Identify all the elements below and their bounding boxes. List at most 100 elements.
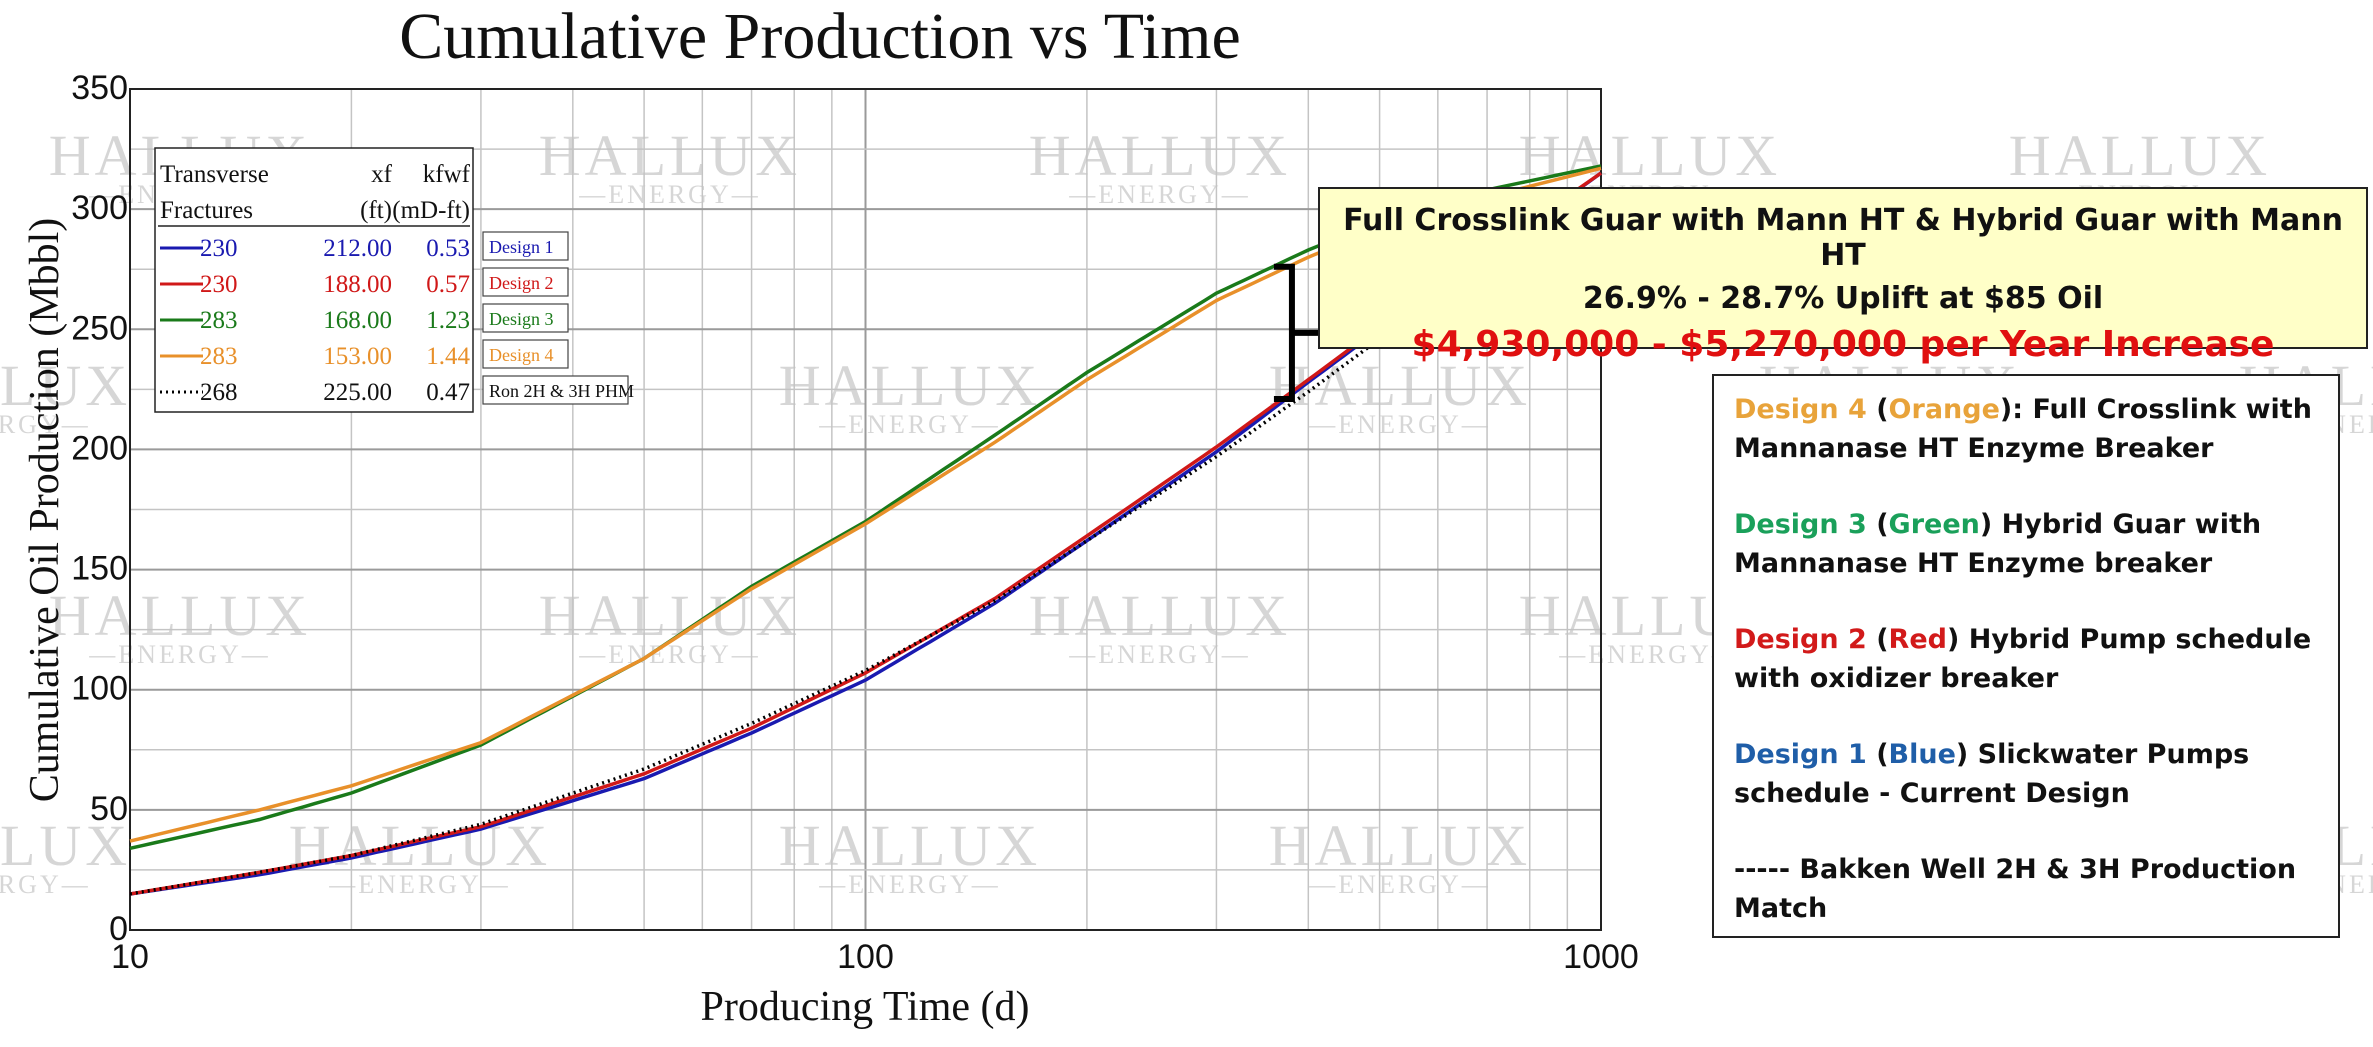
watermark-sub: —ENERGY—: [1068, 640, 1250, 669]
y-tick-label: 150: [71, 550, 128, 588]
legend-label: Ron 2H & 3H PHM: [489, 381, 634, 401]
plot-frame: [129, 88, 1602, 931]
desc-design-3-text: Hybrid Guar with Mannanase HT Enzyme bre…: [1734, 509, 2262, 579]
legend-table-frame: [154, 147, 474, 413]
watermark-word: HALLUX: [289, 813, 551, 878]
watermark-sub: —ENERGY—: [818, 870, 1000, 899]
desc-match-line: ----- Bakken Well 2H & 3H Production Mat…: [1734, 854, 2297, 924]
legend-xf: 225.00: [323, 379, 392, 406]
x-tick-label: 10: [111, 938, 149, 976]
legend-label-box: [482, 303, 569, 333]
legend-label-box: [482, 339, 569, 369]
desc-design-1-name: Design 1: [1734, 739, 1867, 770]
desc-design-3-name: Design 3: [1734, 509, 1867, 540]
legend-label: Design 3: [489, 309, 554, 329]
legend-xf: 188.00: [323, 271, 392, 298]
legend-header: (mD-ft): [392, 197, 470, 224]
legend-header: kfwf: [423, 161, 471, 188]
bracket: [1273, 263, 1322, 402]
watermark-word: HALLUX: [1029, 123, 1291, 188]
desc-design-4-color: Orange: [1888, 394, 2000, 425]
legend-label-box: [482, 267, 569, 297]
axis-ticks: 0 50 100 150 200 250 300 350 10 100 1000: [71, 69, 1639, 976]
desc-design-3-color: Green: [1888, 509, 1980, 540]
watermark-sub: —ENERGY—: [328, 870, 510, 899]
watermark-sub: —ENERGY—: [0, 870, 91, 899]
series-line-ron-2h-3h-phm: [129, 337, 1381, 896]
callout-line-3: $4,930,000 - $5,270,000 per Year Increas…: [1411, 324, 2275, 365]
chart-title: Cumulative Production vs Time: [399, 0, 1241, 73]
desc-design-3: Design 3 (Green) Hybrid Guar with Mannan…: [1734, 509, 2262, 579]
watermark-sub: —ENERGY—: [818, 410, 1000, 439]
watermark-word: HALLUX: [1029, 583, 1291, 648]
legend-fractures: 230: [200, 235, 238, 262]
desc-design-2: Design 2 (Red) Hybrid Pump schedule with…: [1734, 624, 2312, 694]
legend-header: (ft): [360, 197, 392, 224]
legend-header: xf: [371, 161, 393, 188]
design-descriptions: Design 4 (Orange): Full Crosslink with M…: [1712, 374, 2340, 938]
watermark-word: HALLUX: [539, 123, 801, 188]
legend-kfwf: 0.47: [426, 379, 470, 406]
desc-design-2-name: Design 2: [1734, 624, 1867, 655]
x-tick-label: 100: [837, 938, 894, 976]
watermark-sub: —ENERGY—: [1558, 640, 1740, 669]
y-tick-label: 100: [71, 670, 128, 708]
desc-design-1: Design 1 (Blue) Slickwater Pumps schedul…: [1734, 739, 2250, 809]
legend-label-box: [482, 231, 569, 261]
watermark-word: HALLUX: [779, 353, 1041, 418]
legend-fractures: 283: [200, 307, 238, 334]
watermark-word: HALLUX: [539, 583, 801, 648]
uplift-callout: Full Crosslink Guar with Mann HT & Hybri…: [1318, 187, 2368, 365]
watermark-word: HALLUX: [779, 813, 1041, 878]
legend-xf: 212.00: [323, 235, 392, 262]
legend-fractures: 268: [200, 379, 238, 406]
callout-line-2: 26.9% - 28.7% Uplift at $85 Oil: [1582, 281, 2104, 316]
y-tick-label: 50: [90, 790, 128, 828]
desc-design-4: Design 4 (Orange): Full Crosslink with M…: [1734, 394, 2312, 464]
desc-design-4-text: : Full Crosslink with Mannanase HT Enzym…: [1734, 394, 2312, 464]
watermark-word: HALLUX: [49, 583, 311, 648]
legend-label: Design 1: [489, 237, 554, 257]
y-tick-label: 250: [71, 309, 128, 347]
y-axis-label: Cumulative Oil Production (Mbbl): [22, 218, 68, 802]
watermark-word: HALLUX: [2009, 123, 2271, 188]
desc-design-2-color: Red: [1888, 624, 1947, 655]
y-tick-label: 300: [71, 189, 128, 227]
watermark-sub: —ENERGY—: [1068, 180, 1250, 209]
desc-design-1-color: Blue: [1888, 739, 1956, 770]
desc-design-2-text: Hybrid Pump schedule with oxidizer break…: [1734, 624, 2312, 694]
legend-table: Transverse xf kfwf Fractures (ft) (mD-ft) 230 2…: [154, 147, 634, 413]
watermark-sub: —ENERGY—: [578, 640, 760, 669]
y-tick-label: 350: [71, 69, 128, 107]
watermark-sub: —ENERGY—: [1308, 410, 1490, 439]
callout-line-1: Full Crosslink Guar with Mann HT & Hybri…: [1343, 203, 2343, 273]
desc-design-4-name: Design 4: [1734, 394, 1867, 425]
desc-design-1-text: Slickwater Pumps schedule - Current Desi…: [1734, 739, 2250, 809]
watermark-sub: —ENERGY—: [0, 410, 91, 439]
watermark-sub: —ENERGY—: [1308, 870, 1490, 899]
legend-xf: 153.00: [323, 343, 392, 370]
y-tick-label: 200: [71, 429, 128, 467]
legend-kfwf: 0.53: [426, 235, 470, 262]
legend-label: Design 4: [489, 345, 554, 365]
watermark-word: HALLUX: [1269, 813, 1531, 878]
watermark-word: HALLUX: [1269, 353, 1531, 418]
bracket-marker: [1273, 263, 1322, 402]
legend-label: Design 2: [489, 273, 554, 293]
watermark-sub: —ENERGY—: [88, 640, 270, 669]
legend-kfwf: 1.23: [426, 307, 470, 334]
legend-header: Transverse: [160, 161, 269, 188]
watermark-word: HALLUX: [0, 813, 131, 878]
watermark-word: HALLUX: [0, 353, 131, 418]
x-axis-label: Producing Time (d): [700, 984, 1029, 1030]
watermark-sub: —ENERGY—: [578, 180, 760, 209]
legend-header: Fractures: [160, 197, 253, 224]
x-tick-label: 1000: [1563, 938, 1639, 976]
legend-fractures: 230: [200, 271, 238, 298]
legend-label-box: [482, 375, 629, 405]
grid: [130, 89, 1601, 930]
legend-kfwf: 1.44: [426, 343, 470, 370]
y-tick-label: 0: [109, 910, 128, 948]
legend-xf: 168.00: [323, 307, 392, 334]
